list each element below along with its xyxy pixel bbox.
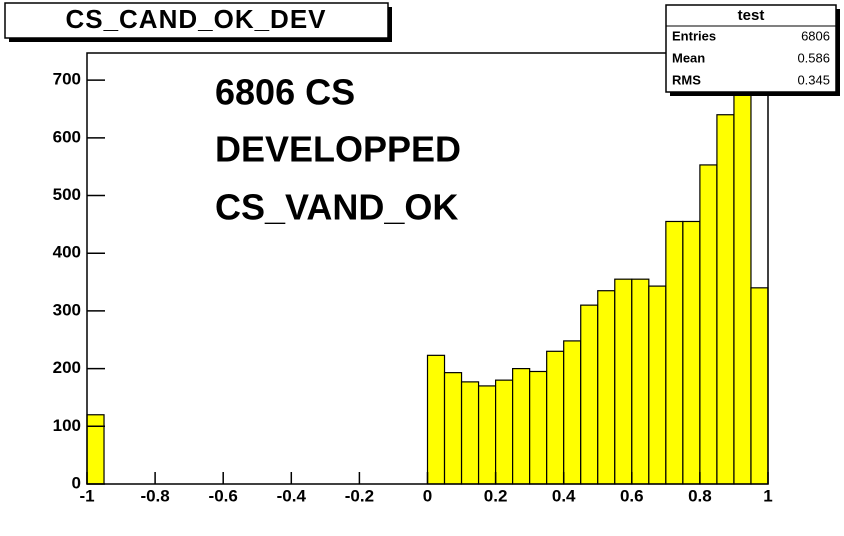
stats-value: 6806 xyxy=(801,28,830,43)
bar xyxy=(750,287,769,485)
x-tick-label: -0.6 xyxy=(209,486,238,505)
bar xyxy=(443,372,463,485)
annotation: 6806 CS xyxy=(215,72,355,113)
y-tick-label: 600 xyxy=(53,127,81,146)
annotation: DEVELOPPED xyxy=(215,129,461,170)
x-tick-label: 0 xyxy=(423,486,432,505)
bar xyxy=(597,290,616,485)
y-tick-label: 0 xyxy=(72,473,81,492)
y-tick-label: 300 xyxy=(53,300,81,319)
x-tick-label: 0.4 xyxy=(552,486,576,505)
stats-label: RMS xyxy=(672,72,701,87)
bar xyxy=(614,278,633,485)
x-tick-label: 0.6 xyxy=(620,486,644,505)
stats-value: 0.345 xyxy=(797,72,830,87)
bar xyxy=(477,385,497,485)
y-tick-label: 200 xyxy=(53,358,81,377)
x-tick-label: -0.8 xyxy=(140,486,169,505)
bar xyxy=(699,164,718,485)
stats-label: Mean xyxy=(672,50,705,65)
bar xyxy=(648,285,667,485)
bar xyxy=(682,220,701,485)
bar xyxy=(529,370,548,485)
bar xyxy=(631,278,650,485)
stats-box xyxy=(665,4,837,93)
bar xyxy=(426,354,446,485)
x-tick-label: 0.2 xyxy=(484,486,508,505)
x-tick-label: -0.2 xyxy=(345,486,374,505)
bar xyxy=(716,114,735,485)
stats-title: test xyxy=(738,7,765,24)
bar xyxy=(733,67,752,485)
x-tick-label: -0.4 xyxy=(277,486,307,505)
bar xyxy=(495,379,514,485)
stats-value: 0.586 xyxy=(797,50,830,65)
x-tick-label: -1 xyxy=(79,486,94,505)
y-tick-label: 400 xyxy=(53,243,81,262)
y-tick-label: 100 xyxy=(53,416,81,435)
bar xyxy=(563,340,582,485)
stats-rows: Entries 6806 Mean 0.586 RMS 0.345 xyxy=(672,28,830,87)
y-tick-label: 500 xyxy=(53,185,81,204)
bar xyxy=(546,350,565,485)
x-tick-label: 0.8 xyxy=(688,486,712,505)
bar xyxy=(665,220,684,485)
plot-area xyxy=(86,67,769,485)
bar xyxy=(86,414,105,485)
stats-label: Entries xyxy=(672,28,716,43)
x-tick-label: 1 xyxy=(763,486,772,505)
bar xyxy=(580,304,599,485)
bar xyxy=(512,368,531,485)
chart-title: CS_CAND_OK_DEV xyxy=(65,4,326,34)
y-tick-label: 700 xyxy=(53,70,81,89)
annotation: CS_VAND_OK xyxy=(215,187,458,228)
title-box xyxy=(4,2,389,39)
bar xyxy=(460,381,480,485)
